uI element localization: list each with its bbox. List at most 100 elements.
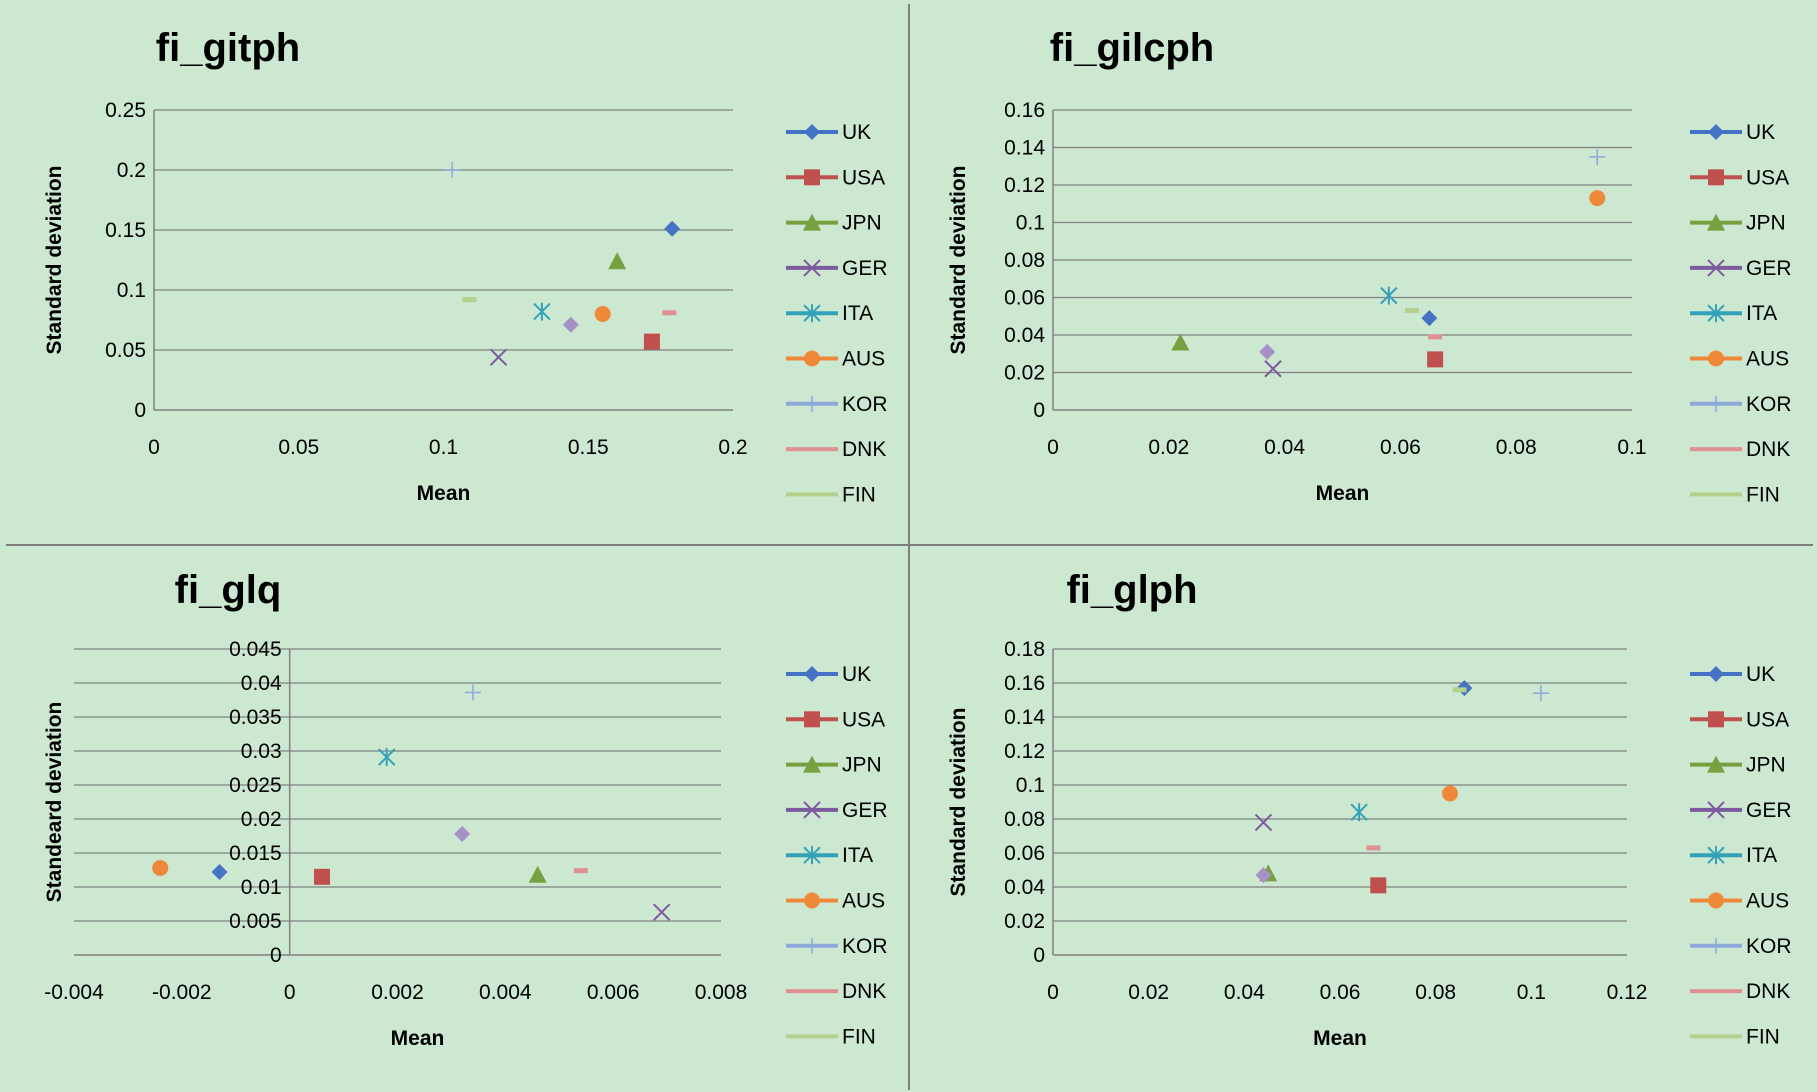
legend-label: DNK [842,438,886,461]
legend-label: AUS [1746,348,1789,371]
y-tick-label: 0.02 [1004,362,1045,385]
data-point-kor [1532,685,1549,702]
y-axis-label: Standard deviation [947,165,970,354]
data-point-jpn [1171,333,1190,351]
legend-marker [803,304,821,323]
legend-marker [804,395,820,412]
legend-item: ITA [1690,844,1777,867]
legend-label: ITA [842,844,873,867]
data-point-aus [1589,190,1606,207]
data-point-usa [314,868,331,885]
legend-marker [1707,846,1725,865]
y-tick-label: 0.1 [117,279,146,302]
legend-label: ITA [1746,302,1777,325]
legend-marker [1708,169,1724,186]
y-tick-label: 0.04 [1004,876,1045,899]
y-tick-label: 0.005 [229,910,282,933]
legend-label: UK [1746,121,1775,144]
legend-label: JPN [842,754,882,777]
legend-item: ITA [1690,302,1777,325]
legend-marker [1707,801,1725,819]
x-axis-label: Mean [417,482,471,505]
legend-label: FIN [842,483,876,506]
legend-marker [804,350,820,367]
scatter-chart: 0 0.005 0.01 0.015 0.02 0.025 0.03 0.035 0.04 0.0… [43,638,888,1050]
legend-item: GER [1690,257,1792,280]
data-point-fin [1452,687,1467,693]
legend-item: GER [786,257,888,280]
legend-item: FIN [1690,1025,1780,1048]
data-point-uk [211,864,228,881]
legend-label: AUS [842,348,885,371]
data-point-unlabeled [454,825,471,842]
x-tick-label: 0.08 [1415,981,1456,1004]
y-axis-label: Standeard deviation [43,702,66,903]
legend-marker [803,846,821,865]
legend-item: JPN [786,754,882,777]
legend-marker [803,213,821,231]
legend-item: DNK [1690,980,1790,1003]
legend-label: UK [1746,663,1775,686]
x-axis-label: Mean [1316,482,1370,505]
y-tick-label: 0.01 [241,876,282,899]
data-point-ger [652,903,671,921]
legend-item: AUS [786,890,885,913]
y-tick-label: 0.045 [229,638,282,661]
y-tick-label: 0.1 [1016,212,1045,235]
x-tick-label: 0.08 [1496,436,1537,459]
legend-marker [1707,304,1725,323]
legend-label: JPN [1746,754,1786,777]
legend-marker [804,666,820,682]
legend-label: GER [1746,257,1792,280]
y-tick-label: 0.14 [1004,706,1045,729]
chart-title: fi_glph [1066,568,1198,612]
legend-label: FIN [842,1025,876,1048]
data-point-ita [378,748,396,767]
legend-item: AUS [786,348,885,371]
legend-label: USA [842,166,885,189]
legend-label: USA [842,708,885,731]
legend-item: KOR [786,393,888,416]
chart-panel-fi-glq: fi_glq 0 0.005 0.01 0.015 0.02 0.025 0.03 0.035… [6,546,910,1090]
chart-panel-fi-glph: fi_glph 0 0.02 0.04 0.06 0.08 0.1 0.12 0.14 0.16… [910,546,1813,1090]
chart-title: fi_gilcph [1049,26,1215,70]
legend-item: UK [786,121,871,144]
legend-label: DNK [1746,980,1790,1003]
legend-item: DNK [786,980,886,1003]
legend-label: JPN [842,212,882,235]
data-point-aus [152,859,169,876]
data-point-usa [1370,877,1387,894]
x-axis-label: Mean [391,1027,445,1050]
x-tick-label: 0.006 [587,981,640,1004]
y-tick-label: 0.15 [105,219,146,242]
legend-item: USA [1690,708,1789,731]
x-tick-label: 0.02 [1148,436,1189,459]
legend-label: ITA [1746,844,1777,867]
legend-label: USA [1746,708,1789,731]
data-points [1171,148,1606,378]
legend-item: ITA [786,302,873,325]
y-axis-label: Standard deviation [43,165,66,354]
y-tick-label: 0.03 [241,740,282,763]
data-point-ger [1254,813,1273,832]
data-point-ita [533,302,551,321]
legend-marker [803,259,821,277]
y-tick-label: 0 [134,399,146,422]
data-point-ger [489,348,508,366]
x-tick-label: 0.06 [1380,436,1421,459]
legend-marker [1708,937,1724,954]
data-point-ger [1264,360,1282,378]
legend-label: FIN [1746,483,1780,506]
y-tick-label: 0.04 [241,672,282,695]
y-tick-label: 0.1 [1016,774,1045,797]
y-tick-label: 0.08 [1004,808,1045,831]
data-point-dnk [1366,845,1381,851]
legend-item: AUS [1690,890,1789,913]
x-tick-label: 0.008 [695,981,748,1004]
legend: UK USA JPN GER ITA AUS KOR DNK FIN [1690,121,1792,506]
legend-item: GER [1690,799,1792,822]
legend-label: JPN [1746,212,1786,235]
chart-panel-fi-gitph: fi_gitph 0 0.05 0.1 0.15 0.2 0.25 0 0.05 0.1 0.15… [6,4,910,546]
legend-label: UK [842,121,871,144]
data-point-uk [664,220,681,237]
